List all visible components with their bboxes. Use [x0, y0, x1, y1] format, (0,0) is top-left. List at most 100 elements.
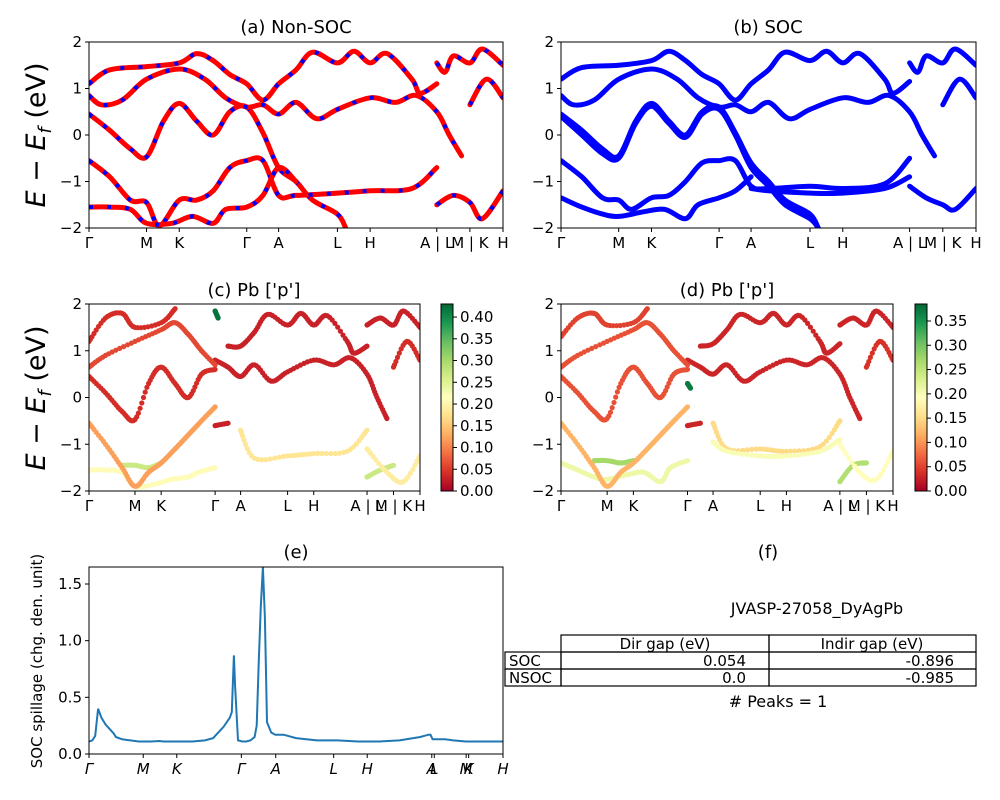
panel-c-title: (c) Pb ['p'] [207, 280, 300, 301]
material-id: JVASP-27058_DyAgPb [730, 599, 903, 619]
band-point [878, 471, 884, 477]
band-point [792, 448, 798, 454]
band-point [866, 358, 872, 365]
band-point [255, 456, 261, 462]
xtick-label: L [329, 760, 337, 778]
band-point [396, 350, 402, 356]
band-point [212, 366, 218, 372]
band-point [225, 420, 231, 426]
band-point [394, 354, 401, 360]
band-point [589, 345, 595, 351]
band-point [820, 441, 826, 447]
band-point [242, 441, 249, 447]
band-point [796, 452, 802, 458]
band-point [212, 465, 218, 471]
xtick-label: H [887, 497, 898, 515]
xtick-label: Γ [557, 497, 566, 515]
band-line-band-6 [907, 183, 976, 213]
xtick-label: Γ [715, 234, 724, 252]
ytick-label: −1 [532, 173, 554, 191]
xtick-label: A | L [350, 497, 384, 515]
band-line-dash-band-3 [89, 49, 438, 103]
table-cell [768, 668, 977, 687]
band-point [337, 328, 343, 334]
band-point [849, 459, 855, 465]
band-line-band-8 [907, 46, 976, 75]
band-point [890, 448, 893, 454]
band-point [890, 324, 893, 330]
xtick-label: M | K [375, 497, 414, 515]
band-point [885, 458, 891, 464]
xtick-label: Γ [85, 234, 94, 252]
band-point [883, 463, 889, 469]
xtick-label: Γ [557, 234, 566, 252]
band-point [801, 448, 807, 454]
band-point [783, 453, 790, 459]
colorbar-tick-label: 0.05 [460, 460, 493, 478]
xtick-label: K [464, 760, 475, 778]
band-point [801, 451, 807, 457]
ytick-label: −1 [60, 173, 82, 191]
band-point [740, 447, 746, 453]
xtick-label: A | L [893, 234, 927, 252]
xtick-label: H [414, 497, 425, 515]
band-point [697, 420, 704, 426]
xtick-label: Γ [237, 760, 247, 778]
band-line-dash-band-6 [435, 189, 503, 221]
xtick-label: A [426, 760, 437, 778]
ytick-label: −2 [60, 219, 82, 237]
xtick-label: L [806, 234, 815, 252]
band-point [215, 315, 221, 321]
band-point [212, 362, 218, 368]
band-line-dash-band-2 [89, 66, 464, 157]
nsoc-indir-gap: -0.985 [906, 669, 954, 687]
band-point [792, 452, 798, 458]
ytick-label: −2 [532, 219, 554, 237]
band-point [843, 451, 849, 457]
xtick-label: A [270, 760, 281, 778]
xtick-label: H [837, 234, 848, 252]
band-point [240, 433, 246, 439]
band-point [684, 366, 691, 372]
band-point [867, 354, 874, 360]
axes-frame [88, 566, 504, 755]
panel-b-data [561, 46, 976, 228]
band-line-dash-band-1 [89, 101, 348, 228]
band-point [405, 474, 411, 480]
band-point [244, 446, 250, 452]
band-point [837, 437, 843, 443]
band-point [744, 452, 751, 458]
ytick-label: 1 [544, 342, 554, 360]
band-point [137, 405, 143, 411]
soc-indir-gap: -0.896 [906, 652, 954, 670]
band-point [684, 404, 691, 410]
band-point [267, 456, 273, 462]
band-point [837, 418, 843, 424]
band-point [135, 410, 141, 416]
band-line-band-4 [561, 155, 913, 212]
panel-e-plot-area: 0.00.51.01.5Γ M K Γ A L H AL MK H [58, 566, 509, 778]
colorbar-tick-label: 0.25 [934, 361, 967, 379]
band-point [869, 350, 875, 356]
band-point [281, 453, 287, 459]
panel-d-title: (d) Pb ['p'] [680, 280, 775, 301]
band-point [364, 343, 370, 349]
ytick-label: 1.5 [58, 575, 82, 593]
band-point [263, 457, 269, 463]
ytick-label: 0 [72, 389, 82, 407]
xtick-label: Γ [85, 497, 94, 515]
band-point [607, 409, 614, 415]
band-point [684, 362, 691, 368]
panel-e-data [89, 567, 503, 743]
ytick-label: 1 [544, 80, 554, 98]
xtick-label: M [460, 760, 473, 778]
axes-frame [560, 41, 977, 229]
colorbar-tick-label: 0.30 [934, 336, 967, 354]
ytick-label: 1.0 [58, 632, 82, 650]
xtick-label: L [283, 497, 292, 515]
band-point [809, 446, 816, 452]
